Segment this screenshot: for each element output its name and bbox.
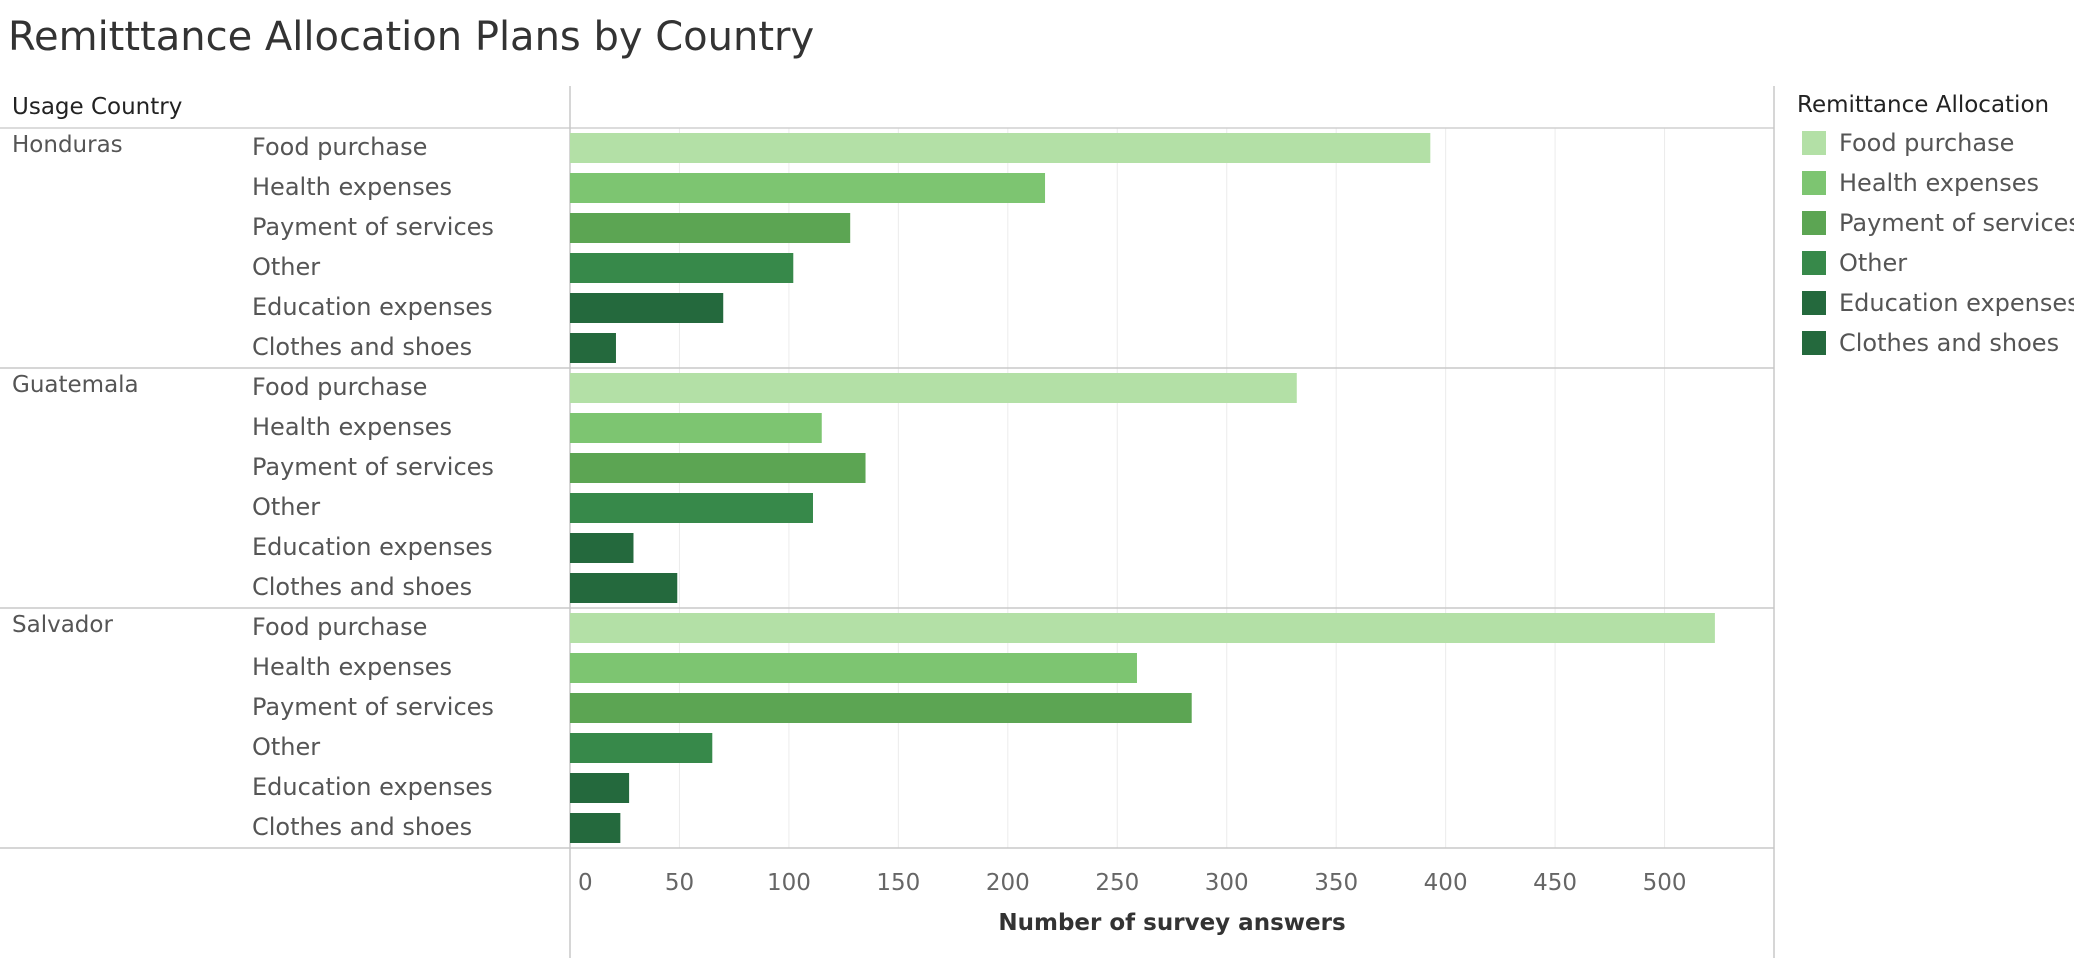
category-label: Health expenses (252, 413, 452, 441)
bar-salvador-education-expenses (570, 773, 630, 803)
x-tick-label-50: 50 (665, 870, 694, 896)
legend-title: Remittance Allocation (1797, 92, 2050, 118)
category-label: Payment of services (252, 213, 494, 241)
bar-guatemala-education-expenses (570, 533, 634, 563)
legend-label: Health expenses (1839, 169, 2039, 197)
legend-label: Education expenses (1839, 289, 2074, 317)
bar-salvador-health-expenses (570, 653, 1137, 683)
bar-honduras-payment-of-services (570, 213, 851, 243)
legend-label: Payment of services (1839, 209, 2074, 237)
bar-guatemala-health-expenses (570, 413, 822, 443)
country-label-salvador: Salvador (12, 612, 113, 638)
category-label: Education expenses (252, 293, 493, 321)
row-header-usage-country: Usage Country (12, 94, 183, 120)
bar-guatemala-clothes-and-shoes (570, 573, 678, 603)
category-label: Other (252, 493, 321, 521)
category-label: Other (252, 253, 321, 281)
x-tick-label-400: 400 (1424, 870, 1468, 896)
x-axis-title: Number of survey answers (998, 910, 1346, 936)
category-label: Clothes and shoes (252, 333, 473, 361)
x-tick-label-350: 350 (1314, 870, 1358, 896)
x-tick-label-150: 150 (876, 870, 920, 896)
category-label: Payment of services (252, 453, 494, 481)
category-label: Payment of services (252, 693, 494, 721)
bar-salvador-payment-of-services (570, 693, 1192, 723)
bar-honduras-health-expenses (570, 173, 1046, 203)
bar-guatemala-other (570, 493, 813, 523)
legend-swatch (1802, 171, 1826, 195)
category-label: Food purchase (252, 133, 428, 161)
x-tick-label-0: 0 (578, 870, 593, 896)
x-tick-label-500: 500 (1643, 870, 1687, 896)
bar-honduras-other (570, 253, 794, 283)
bar-salvador-food-purchase (570, 613, 1715, 643)
x-tick-label-250: 250 (1095, 870, 1139, 896)
bar-salvador-other (570, 733, 713, 763)
legend-label: Other (1839, 249, 1908, 277)
country-label-honduras: Honduras (12, 132, 123, 158)
category-label: Food purchase (252, 373, 428, 401)
legend-swatch (1802, 291, 1826, 315)
x-tick-label-100: 100 (767, 870, 811, 896)
x-tick-label-450: 450 (1533, 870, 1577, 896)
bar-honduras-food-purchase (570, 133, 1431, 163)
legend-label: Food purchase (1839, 129, 2015, 157)
category-label: Clothes and shoes (252, 573, 473, 601)
legend-swatch (1802, 211, 1826, 235)
country-label-guatemala: Guatemala (12, 372, 139, 398)
legend-swatch (1802, 251, 1826, 275)
bar-salvador-clothes-and-shoes (570, 813, 621, 843)
category-label: Clothes and shoes (252, 813, 473, 841)
category-label: Food purchase (252, 613, 428, 641)
category-label: Other (252, 733, 321, 761)
bar-honduras-clothes-and-shoes (570, 333, 616, 363)
category-label: Education expenses (252, 773, 493, 801)
legend-swatch (1802, 331, 1826, 355)
x-tick-label-200: 200 (986, 870, 1030, 896)
bar-guatemala-food-purchase (570, 373, 1297, 403)
legend-label: Clothes and shoes (1839, 329, 2060, 357)
x-tick-label-300: 300 (1205, 870, 1249, 896)
category-label: Health expenses (252, 173, 452, 201)
bar-guatemala-payment-of-services (570, 453, 866, 483)
legend-swatch (1802, 131, 1826, 155)
category-label: Education expenses (252, 533, 493, 561)
category-label: Health expenses (252, 653, 452, 681)
bar-honduras-education-expenses (570, 293, 724, 323)
chart-title: Remitttance Allocation Plans by Country (8, 14, 815, 60)
